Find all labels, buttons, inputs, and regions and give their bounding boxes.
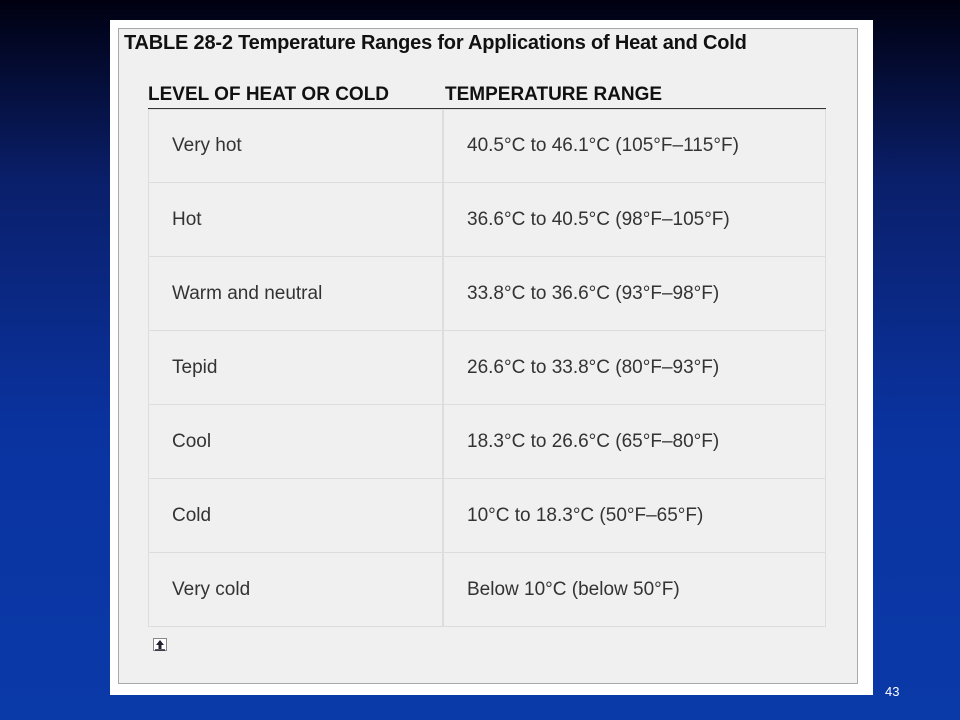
table-cell: Very hot: [149, 110, 444, 182]
table-cell: Below 10°C (below 50°F): [467, 578, 680, 600]
table-cell: Hot: [149, 183, 444, 256]
table-cell: Cool: [149, 405, 444, 478]
table-panel: TABLE 28-2 Temperature Ranges for Applic…: [118, 28, 858, 684]
table-row: Cool 18.3°C to 26.6°C (65°F–80°F): [148, 405, 826, 479]
table-cell: 40.5°C to 46.1°C (105°F–115°F): [467, 135, 739, 156]
table-row: Tepid 26.6°C to 33.8°C (80°F–93°F): [148, 331, 826, 405]
table-cell: Cold: [149, 479, 444, 552]
table-row: Warm and neutral 33.8°C to 36.6°C (93°F–9…: [148, 257, 826, 331]
table-cell: Warm and neutral: [149, 257, 444, 330]
header-cell: LEVEL OF HEAT OR COLD: [148, 84, 390, 105]
table-header: LEVEL OF HEAT OR COLD TEMPERATURE RANGE: [148, 84, 826, 109]
table-body: Very hot 40.5°C to 46.1°C (105°F–115°F) Ho…: [148, 109, 826, 627]
table-image: TABLE 28-2 Temperature Ranges for Applic…: [110, 20, 873, 695]
table-title: TABLE 28-2 Temperature Ranges for Applic…: [124, 32, 747, 54]
back-to-top-icon[interactable]: [153, 638, 167, 651]
table-row: Very cold Below 10°C (below 50°F): [148, 553, 826, 627]
slide-number: 43: [885, 684, 900, 699]
header-cell: TEMPERATURE RANGE: [445, 84, 663, 105]
table-cell: Tepid: [149, 331, 444, 404]
table-cell: 26.6°C to 33.8°C (80°F–93°F): [467, 356, 720, 378]
table-row: Cold 10°C to 18.3°C (50°F–65°F): [148, 479, 826, 553]
table-cell: 33.8°C to 36.6°C (93°F–98°F): [467, 282, 720, 304]
table-cell: 10°C to 18.3°C (50°F–65°F): [467, 504, 704, 526]
table-row: Hot 36.6°C to 40.5°C (98°F–105°F): [148, 183, 826, 257]
table-row: Very hot 40.5°C to 46.1°C (105°F–115°F): [148, 109, 826, 183]
table-cell: 36.6°C to 40.5°C (98°F–105°F): [467, 208, 730, 230]
table-cell: Very cold: [149, 553, 444, 626]
table-cell: 18.3°C to 26.6°C (65°F–80°F): [467, 430, 720, 452]
